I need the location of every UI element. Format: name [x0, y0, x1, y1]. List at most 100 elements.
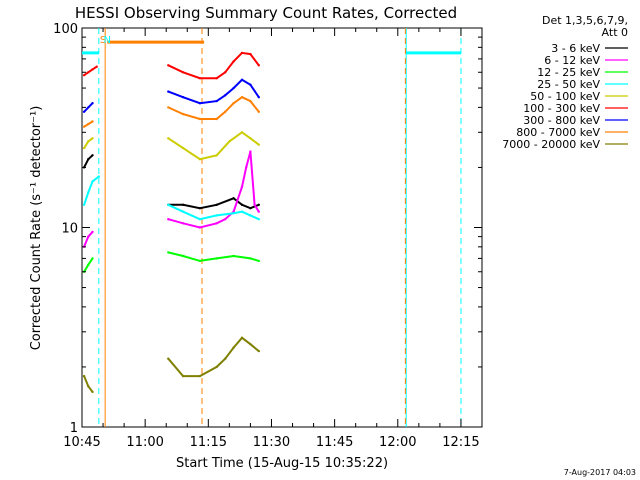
legend-item-label: 100 - 300 keV	[523, 102, 600, 115]
series-point	[249, 83, 252, 86]
series-point	[249, 207, 252, 210]
legend-item-label: 25 - 50 keV	[537, 78, 600, 91]
series-point	[167, 106, 170, 109]
series-point	[249, 214, 252, 217]
series-point	[257, 218, 260, 221]
series-4	[82, 175, 260, 221]
series-point	[215, 214, 218, 217]
series-point	[91, 257, 94, 260]
series-line	[168, 197, 260, 210]
x-tick-label: 11:00	[126, 435, 163, 450]
level-bars	[82, 40, 461, 55]
series-point	[91, 154, 94, 157]
series-point	[224, 110, 227, 114]
series-point	[240, 210, 244, 213]
series-point	[91, 230, 94, 234]
x-tick-label: 10:45	[63, 435, 100, 450]
series-point	[87, 140, 90, 143]
series-point	[82, 74, 86, 77]
series-point	[82, 203, 86, 206]
series-point	[91, 390, 94, 394]
legend-item-label: 800 - 7000 keV	[516, 126, 600, 139]
series-point	[198, 158, 202, 161]
series-point	[215, 257, 218, 260]
series-point	[257, 96, 260, 99]
series-point	[215, 203, 218, 206]
series-point	[257, 143, 260, 146]
series-7	[82, 78, 260, 114]
series-point	[87, 191, 90, 194]
series-point	[240, 51, 244, 55]
orbit-flag-label: N	[104, 35, 111, 46]
series-point	[198, 218, 202, 221]
y-axis-ticks: 1 10 100	[53, 22, 482, 436]
series-point	[181, 71, 185, 74]
series-point	[82, 374, 86, 378]
series-point	[181, 222, 185, 225]
legend-item-label: 12 - 25 keV	[537, 66, 600, 79]
series-point	[91, 102, 94, 105]
series-point	[224, 94, 227, 97]
series-point	[253, 203, 256, 206]
series-point	[198, 207, 202, 210]
series-1	[82, 154, 260, 210]
series-6	[82, 51, 260, 80]
x-axis-ticks: 10:45 11:00 11:15 11:30 11:45 12:00 12:15	[63, 28, 483, 450]
series-point	[215, 99, 218, 103]
series-point	[224, 357, 227, 360]
series-point	[215, 365, 218, 369]
series-point	[257, 110, 260, 114]
series-point	[232, 254, 235, 258]
x-tick-label: 12:15	[442, 435, 479, 450]
series-point	[240, 131, 244, 134]
legend-item-label: 6 - 12 keV	[544, 54, 600, 67]
series-point	[87, 235, 90, 238]
legend-header-line2: Att 0	[602, 26, 628, 39]
vertical-marker-lines	[98, 28, 462, 427]
series-point	[97, 175, 101, 178]
series-point	[91, 137, 94, 140]
legend-item-label: 300 - 800 keV	[523, 114, 600, 127]
series-point	[224, 71, 227, 74]
series-point	[91, 68, 94, 71]
series-point	[232, 346, 235, 349]
series-point	[167, 203, 170, 206]
legend-item-label: 7000 - 20000 keV	[502, 138, 600, 151]
series-point	[249, 137, 252, 140]
series-point	[240, 185, 244, 188]
series-point	[240, 203, 244, 206]
series-point	[215, 222, 218, 225]
series-point	[232, 102, 235, 105]
y-tick-label: 10	[61, 222, 78, 237]
x-axis-label: Start Time (15-Aug-15 10:35:22)	[176, 456, 388, 471]
series-point	[198, 102, 202, 105]
chart-title: HESSI Observing Summary Count Rates, Cor…	[75, 4, 457, 22]
series-point	[240, 78, 244, 82]
x-tick-label: 12:00	[379, 435, 416, 450]
series-point	[167, 251, 170, 254]
series-point	[215, 117, 218, 121]
series-point	[224, 218, 227, 221]
series-point	[82, 110, 86, 114]
series-point	[181, 374, 185, 378]
y-axis-label: Corrected Count Rate (s⁻¹ detector⁻¹)	[29, 106, 44, 351]
series-point	[240, 96, 244, 99]
series-point	[249, 99, 252, 103]
x-tick-label: 11:15	[190, 435, 227, 450]
series-point	[87, 158, 90, 161]
series-point	[181, 112, 185, 116]
series-point	[167, 64, 170, 67]
series-point	[87, 385, 90, 388]
series-point	[198, 117, 202, 121]
x-tick-label: 11:30	[253, 435, 290, 450]
series-point	[87, 71, 90, 74]
series-point	[198, 226, 202, 229]
series-point	[257, 210, 260, 213]
series-2	[82, 150, 260, 248]
legend-item-label: 50 - 100 keV	[530, 90, 600, 103]
series-point	[215, 77, 218, 80]
